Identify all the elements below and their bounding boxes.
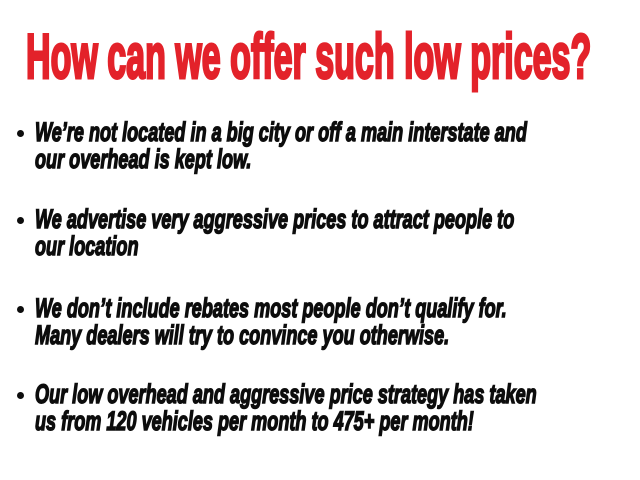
bullet-dot-icon — [17, 130, 24, 137]
bullet-line: us from 120 vehicles per month to 475+ p… — [34, 406, 474, 436]
bullet-item-1: We’re not located in a big city or off a… — [0, 117, 640, 174]
page-title: How can we offer such low prices? — [25, 22, 592, 92]
bullet-dot-icon — [17, 306, 24, 313]
bullet-line: our overhead is kept low. — [34, 144, 252, 174]
bullet-line: Many dealers will try to convince you ot… — [34, 320, 450, 350]
bullet-line: our location — [34, 231, 139, 261]
bullet-line: Our low overhead and aggressive price st… — [34, 379, 537, 409]
bullet-item-2: We advertise very aggressive prices to a… — [0, 204, 640, 261]
bullet-dot-icon — [17, 217, 24, 224]
bullet-line: We don’t include rebates most people don… — [34, 293, 507, 323]
bullet-dot-icon — [17, 392, 24, 399]
bullet-item-4: Our low overhead and aggressive price st… — [0, 379, 640, 436]
bullet-line: We’re not located in a big city or off a… — [34, 117, 527, 147]
bullet-item-3: We don’t include rebates most people don… — [0, 293, 640, 350]
bullet-line: We advertise very aggressive prices to a… — [34, 204, 515, 234]
